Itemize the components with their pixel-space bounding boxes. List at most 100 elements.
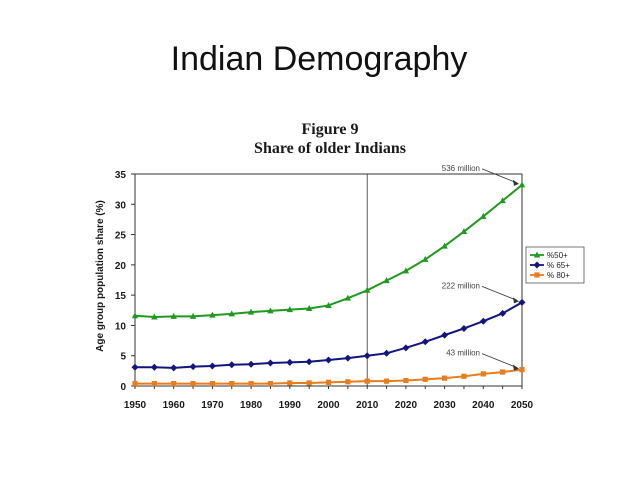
- legend-swatch-marker: [534, 272, 540, 278]
- data-point: [151, 380, 157, 387]
- data-point: [131, 363, 139, 371]
- y-tick-label: 0: [120, 382, 126, 393]
- data-point: [442, 375, 448, 381]
- data-point: [305, 358, 313, 366]
- data-point: [422, 255, 429, 262]
- data-point: [209, 311, 216, 318]
- x-tick-label: 2030: [433, 400, 456, 411]
- data-point: [480, 212, 487, 219]
- data-point: [228, 361, 236, 369]
- annotation-arrow: [481, 353, 518, 369]
- data-point: [131, 312, 139, 319]
- data-point: [345, 379, 351, 385]
- data-point: [363, 352, 371, 360]
- data-point: [151, 313, 158, 320]
- data-point: [189, 312, 197, 319]
- data-point: [325, 356, 332, 364]
- data-point: [209, 380, 215, 387]
- data-point: [228, 310, 235, 317]
- annotation-label: 43 million: [446, 349, 480, 358]
- x-tick-label: 2020: [395, 400, 418, 411]
- data-point: [518, 298, 526, 306]
- data-point: [421, 338, 429, 346]
- data-point: [383, 277, 390, 284]
- slide-title: Indian Demography: [170, 40, 468, 78]
- data-point: [150, 363, 158, 371]
- data-point: [422, 376, 428, 382]
- x-tick-label: 2050: [511, 400, 534, 411]
- data-point: [518, 181, 526, 188]
- data-point: [190, 380, 196, 387]
- y-tick-label: 25: [115, 231, 127, 242]
- y-tick-label: 30: [115, 200, 127, 211]
- x-tick-label: 2040: [472, 400, 495, 411]
- data-point: [266, 359, 274, 367]
- data-point: [189, 363, 197, 371]
- data-point: [499, 197, 506, 204]
- data-point: [460, 324, 468, 332]
- data-point: [229, 380, 235, 387]
- data-point: [287, 380, 293, 386]
- data-point: [325, 301, 332, 308]
- data-point: [306, 380, 312, 386]
- data-point: [479, 317, 487, 325]
- x-tick-label: 1980: [240, 400, 263, 411]
- y-tick-label: 15: [115, 291, 127, 302]
- data-point: [305, 304, 313, 311]
- data-point: [325, 379, 332, 385]
- data-point: [383, 349, 391, 357]
- legend-swatch-marker: [533, 261, 541, 269]
- data-point: [402, 267, 410, 274]
- data-point: [170, 312, 177, 319]
- data-point: [383, 378, 390, 384]
- annotation-arrowhead: [513, 297, 519, 304]
- data-point: [441, 331, 449, 339]
- x-tick-label: 1950: [124, 400, 147, 411]
- data-point: [461, 373, 467, 379]
- legend-entry: % 65+: [547, 261, 570, 270]
- data-point: [132, 380, 138, 387]
- data-point: [286, 306, 293, 313]
- data-point: [170, 364, 178, 372]
- data-point: [499, 309, 507, 317]
- legend-swatch-marker: [533, 251, 541, 258]
- data-point: [480, 371, 486, 377]
- data-point: [344, 354, 352, 362]
- series-line-1: [134, 184, 523, 318]
- data-point: [364, 286, 371, 293]
- annotation-label: 536 million: [442, 164, 480, 173]
- data-point: [519, 367, 525, 373]
- data-point: [286, 358, 294, 366]
- legend-entry: %50+: [547, 251, 568, 260]
- annotation-arrow: [481, 168, 518, 184]
- x-tick-label: 2000: [317, 400, 340, 411]
- y-tick-label: 10: [115, 321, 127, 332]
- data-point: [364, 378, 370, 384]
- data-point: [267, 380, 274, 387]
- x-tick-label: 2010: [356, 400, 379, 411]
- data-point: [247, 360, 255, 368]
- y-axis-label: Age group population share (%): [95, 200, 106, 352]
- data-point: [248, 380, 254, 387]
- y-tick-label: 5: [120, 352, 126, 363]
- annotation-arrow: [481, 286, 518, 301]
- x-tick-label: 1960: [163, 400, 186, 411]
- annotation-arrowhead: [513, 364, 519, 371]
- data-point: [402, 344, 410, 352]
- legend: %50+% 65+% 80+: [525, 246, 585, 284]
- y-tick-label: 35: [115, 170, 127, 181]
- data-point: [247, 308, 255, 315]
- data-point: [500, 369, 506, 375]
- legend-entry: % 80+: [547, 271, 570, 280]
- data-point: [171, 380, 177, 387]
- y-tick-label: 20: [115, 261, 127, 272]
- plot-area: 0 5 10 15 20 25 30 35 1950 1960 1970 1980 1990 2000 20…: [115, 164, 534, 411]
- data-point: [441, 242, 448, 249]
- x-tick-label: 1970: [201, 400, 224, 411]
- data-point: [208, 362, 216, 370]
- data-point: [403, 377, 409, 384]
- figure-subtitle: Share of older Indians: [254, 140, 406, 157]
- x-tick-label: 1990: [279, 400, 302, 411]
